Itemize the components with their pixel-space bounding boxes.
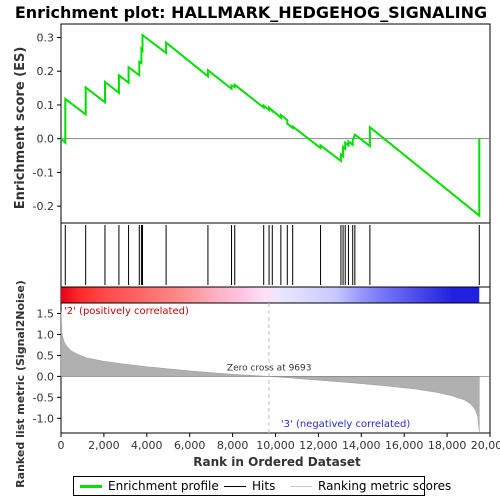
legend-item-ranking-metric: Ranking metric scores xyxy=(290,479,451,493)
x-tick-label: 4,000 xyxy=(131,439,163,452)
es-y-tick-label: 0.1 xyxy=(37,99,55,112)
metric-y-tick-label: 0.5 xyxy=(37,349,55,362)
legend-label-enrichment-profile: Enrichment profile xyxy=(108,479,219,493)
metric-y-tick-label: 1.5 xyxy=(37,307,55,320)
legend-item-enrichment-profile: Enrichment profile xyxy=(80,479,219,493)
x-tick-label: 8,000 xyxy=(217,439,249,452)
positive-correlation-label: '2' (positively correlated) xyxy=(64,306,189,317)
es-y-tick-label: -0.2 xyxy=(33,200,54,213)
x-tick-label: 18,000 xyxy=(428,439,467,452)
chart-title: Enrichment plot: HALLMARK_HEDGEHOG_SIGNA… xyxy=(15,3,487,22)
metric-panel: -1.0 -0.5 0.0 0.5 1.0 1.5 0 2,000 4,000 6,000 8,00… xyxy=(33,302,500,452)
metric-y-tick-label: 0.0 xyxy=(37,370,55,383)
es-y-tick-label: 0.3 xyxy=(37,31,55,44)
es-y-tick-label: 0.2 xyxy=(37,65,55,78)
es-y-axis-label: Enrichment score (ES) xyxy=(13,47,28,210)
x-tick-label: 12,000 xyxy=(299,439,338,452)
es-panel-frame xyxy=(60,23,491,224)
ranking-metric-area xyxy=(60,311,480,432)
ranked-list-heatmap xyxy=(61,287,480,303)
legend: Enrichment profile Hits Ranking metric s… xyxy=(73,476,451,496)
metric-y-tick-label: 1.0 xyxy=(37,328,55,341)
x-tick-label: 2,000 xyxy=(88,439,120,452)
legend-swatch-enrichment-profile xyxy=(80,484,102,488)
es-y-tick-label: -0.1 xyxy=(33,166,54,179)
legend-item-hits: Hits xyxy=(224,479,275,493)
enrichment-profile-line xyxy=(60,33,481,218)
metric-y-tick-label: -1.0 xyxy=(33,412,54,425)
legend-label-ranking-metric: Ranking metric scores xyxy=(318,479,452,493)
metric-y-axis-label: Ranked list metric (Signal2Noise) xyxy=(14,280,27,488)
hits-panel xyxy=(60,222,491,304)
legend-label-hits: Hits xyxy=(252,479,276,493)
es-y-tick-label: 0.0 xyxy=(37,133,55,146)
x-tick-label: 20,000 xyxy=(471,439,500,452)
x-axis-label: Rank in Ordered Dataset xyxy=(193,455,361,469)
x-tick-label: 14,000 xyxy=(342,439,381,452)
x-tick-label: 0 xyxy=(58,439,65,452)
metric-y-tick-label: -0.5 xyxy=(33,391,54,404)
x-tick-label: 16,000 xyxy=(385,439,424,452)
es-panel: -0.2 -0.1 0.0 0.1 0.2 0.3 xyxy=(33,23,491,224)
legend-swatch-ranking-metric xyxy=(290,485,312,487)
legend-swatch-hits xyxy=(224,485,246,487)
negative-correlation-label: '3' (negatively correlated) xyxy=(281,419,410,430)
zero-cross-label: Zero cross at 9693 xyxy=(227,363,312,373)
x-tick-label: 10,000 xyxy=(256,439,295,452)
x-tick-label: 6,000 xyxy=(174,439,206,452)
